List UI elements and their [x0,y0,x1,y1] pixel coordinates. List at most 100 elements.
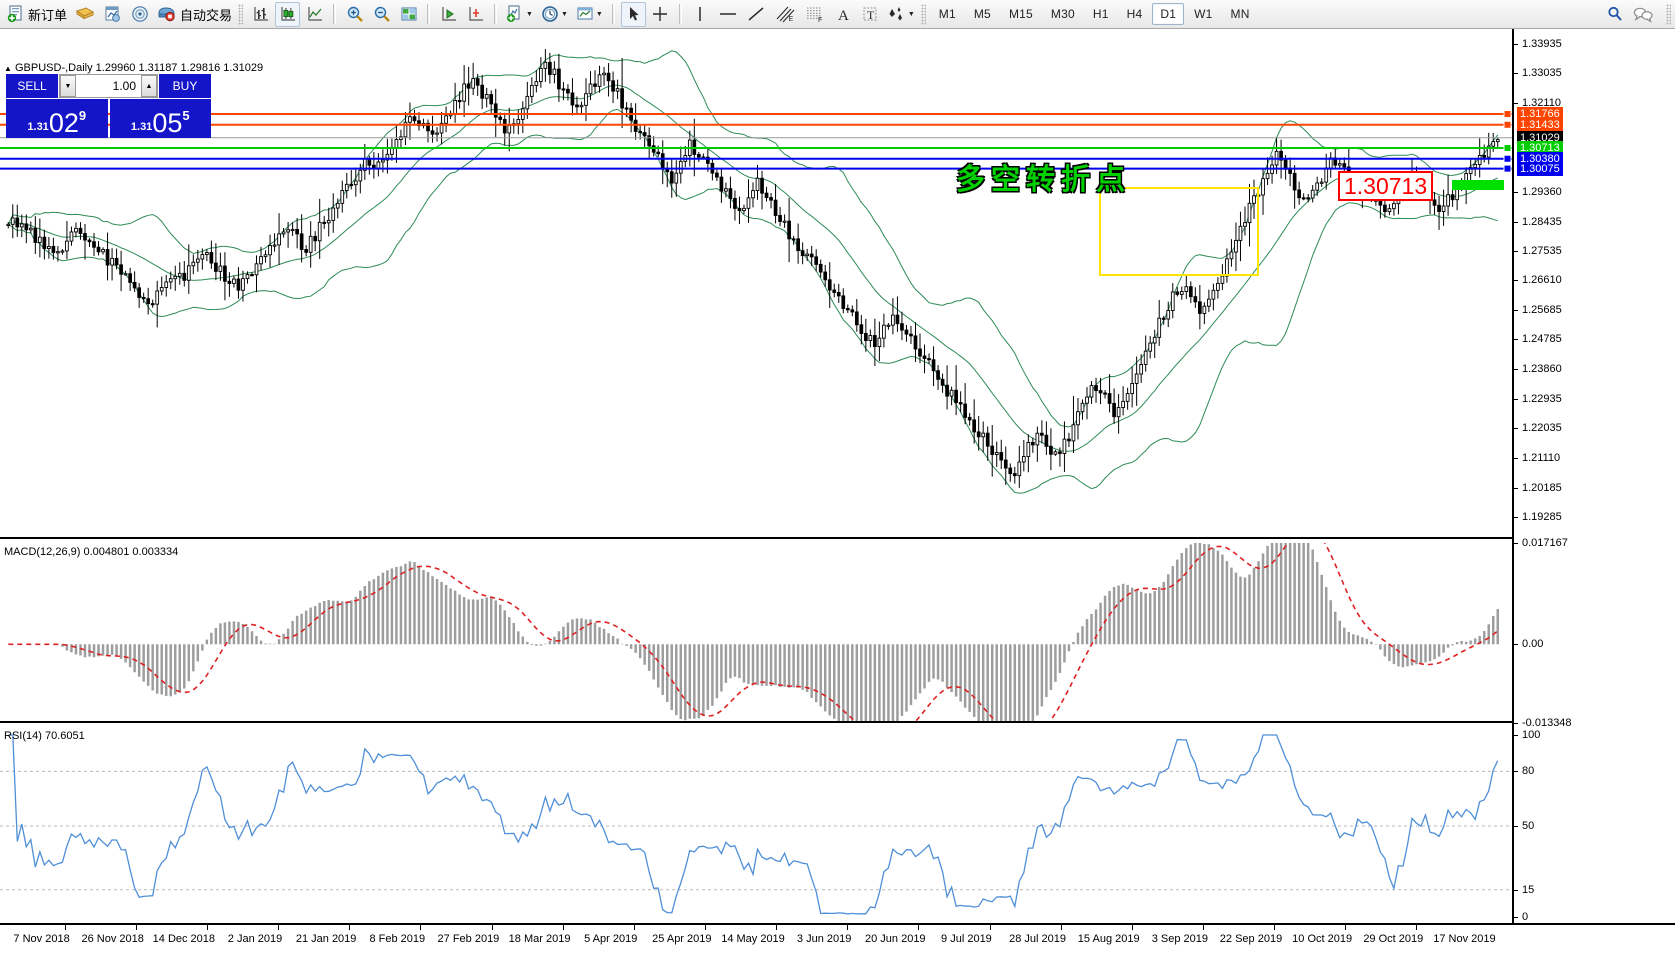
date-axis-tick-label: 2 Jan 2019 [227,933,283,945]
date-axis-tick-label: 10 Oct 2019 [1292,933,1353,945]
periods-dropdown-caret[interactable]: ▼ [560,10,568,18]
period-m5[interactable]: M5 [973,7,991,21]
horizontal-line-button[interactable] [715,2,741,27]
period-w1[interactable]: W1 [1194,7,1213,21]
toolbar-grip-3[interactable] [1666,3,1671,25]
price-axis-tick-label: 1.24785 [1522,333,1562,346]
period-h4[interactable]: H4 [1126,7,1143,21]
date-axis-tick [1274,925,1276,930]
period-m1[interactable]: M1 [938,7,956,21]
price-level-anchor-1.30713 [1503,144,1512,153]
indicators-button[interactable]: ▼ [503,2,536,27]
collapse-triangle-icon[interactable]: ▲ [4,64,12,73]
macd-signal-line [8,543,1499,721]
navigator-button[interactable] [127,2,152,27]
date-axis[interactable]: 7 Nov 2018 26 Nov 2018 14 Dec 2018 2 Jan 20… [0,923,1675,953]
crosshair-button[interactable] [648,2,673,27]
buy-price[interactable]: 1.31 05 5 [109,99,211,138]
svg-text:F: F [818,17,822,23]
vertical-line-button[interactable] [688,2,713,27]
tile-windows-button[interactable] [396,2,421,27]
price-level-tag-support[interactable]: 1.30075 [1517,161,1563,176]
date-axis-tick [278,925,280,930]
volume-decrease-button[interactable]: ▼ [60,75,76,97]
auto-scroll-button[interactable] [463,2,488,27]
entry-marker[interactable] [1452,180,1504,190]
chart-area[interactable]: ▲ GBPUSD-,Daily 1.29960 1.31187 1.29816 … [0,29,1675,953]
date-axis-tick [705,925,706,930]
buy-button[interactable]: BUY [159,74,211,98]
candlestick-icon [280,7,295,21]
sell-button[interactable]: SELL [6,74,58,98]
macd-histogram [61,543,1499,721]
price-axis-tick-label: 1.29360 [1522,185,1562,198]
text-button[interactable]: A [831,2,856,27]
price-level-tag-resistance[interactable]: 1.31433 [1517,117,1563,132]
trendline-button[interactable] [743,2,769,27]
equidistant-channel-button[interactable]: E [771,2,799,27]
price-level-tag-pivot[interactable]: 1.30713 [1517,141,1563,155]
price-level-tag-resistance[interactable]: 1.31766 [1517,107,1563,122]
templates-button[interactable]: ▼ [573,2,606,27]
turning-point-annotation[interactable]: 多空转折点 [956,164,1132,196]
price-axis-tick-label: 1.32110 [1522,96,1561,109]
price-axis-tick [1514,487,1518,489]
price-pane[interactable] [0,29,1512,539]
rsi-axis-tick-label: 50 [1522,820,1535,832]
new-order-button[interactable]: 新订单 [4,2,70,27]
text-label-button[interactable]: T [858,2,883,27]
bar-chart-icon [253,7,268,21]
data-window-button[interactable] [100,2,125,27]
indicators-dropdown-caret[interactable]: ▼ [526,10,533,18]
date-axis-tick-label: 3 Jun 2019 [796,933,852,945]
price-chart-canvas [0,49,1512,494]
volume-stepper[interactable]: ▼ 1.00 ▲ [59,74,158,98]
toolbar-grip[interactable] [238,3,244,25]
shapes-dropdown-caret[interactable]: ▼ [907,10,915,18]
line-chart-button[interactable] [302,2,327,27]
sell-price-pipette: 9 [78,108,87,123]
shapes-button[interactable]: ▼ [885,2,918,27]
auto-scroll-icon [468,7,483,21]
chat-button[interactable] [1629,2,1657,27]
autotrading-button[interactable]: 自动交易 [154,2,235,27]
cursor-button[interactable] [620,1,646,27]
period-m15[interactable]: M15 [1008,7,1033,21]
macd-axis-tick [1514,644,1518,646]
period-h1[interactable]: H1 [1092,7,1109,21]
price-axis-tick [1514,457,1518,459]
zoom-out-button[interactable] [369,2,394,27]
rsi-pane[interactable]: RSI(14) 70.6051 [0,727,1512,923]
zoom-in-button[interactable] [342,2,367,27]
bar-chart-button[interactable] [248,2,273,27]
sell-price-prefix: 1.31 [27,121,49,133]
volume-increase-button[interactable]: ▲ [141,75,157,97]
one-click-trading-panel[interactable]: SELL ▼ 1.00 ▲ BUY 1.31 02 9 1.31 05 5 [6,74,211,138]
sell-price[interactable]: 1.31 02 9 [6,99,108,138]
expert-advisors-button[interactable] [72,2,98,27]
period-m30[interactable]: M30 [1050,7,1075,21]
horizontal-line-icon [719,13,736,15]
chart-shift-button[interactable] [436,2,461,27]
search-button[interactable] [1602,2,1627,27]
periods-button[interactable]: ▼ [538,2,571,27]
svg-text:T: T [867,8,875,22]
price-axis[interactable]: 1.33935 1.33035 1.32110 1.29360 1.28435 1.275… [1512,29,1675,923]
period-mn[interactable]: MN [1230,7,1250,21]
price-level-anchor-1.31433 [1503,120,1512,129]
macd-pane[interactable]: MACD(12,26,9) 0.004801 0.003334 [0,543,1512,723]
price-axis-tick [1514,280,1518,282]
date-axis-tick-label: 7 Nov 2018 [13,933,70,945]
fibonacci-button[interactable]: F [801,2,829,27]
period-d1[interactable]: D1 [1152,3,1185,25]
templates-dropdown-caret[interactable]: ▼ [595,10,603,18]
indicator-add-icon [507,5,520,22]
price-callout-label[interactable]: 1.30713 [1338,171,1434,201]
toolbar-grip-2[interactable] [920,3,926,25]
new-order-icon [7,5,22,23]
volume-input[interactable]: 1.00 [76,75,141,97]
macd-axis-tick [1514,543,1518,544]
candlestick-chart-button[interactable] [275,1,301,27]
price-axis-tick-label: 1.23860 [1522,363,1562,376]
price-axis-tick [1514,44,1518,45]
